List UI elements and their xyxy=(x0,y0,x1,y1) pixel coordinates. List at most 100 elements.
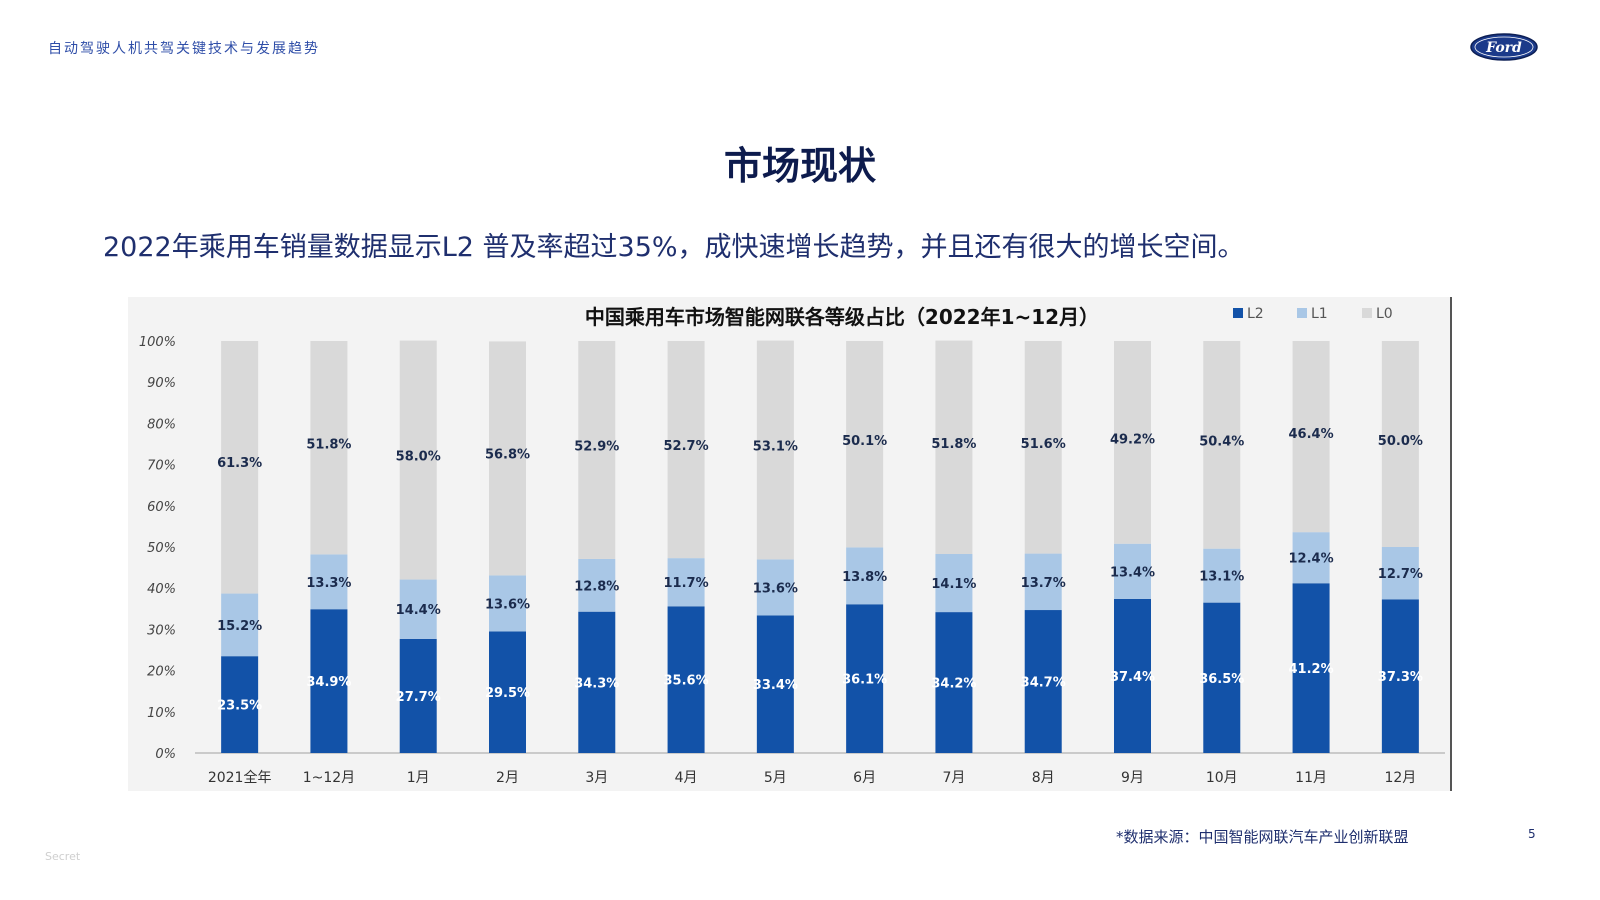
legend-swatch-l1 xyxy=(1297,308,1307,318)
bar-l0 xyxy=(489,341,526,576)
data-label-l0: 53.1% xyxy=(753,440,798,455)
data-label-l1: 14.4% xyxy=(396,603,441,618)
bar-l1 xyxy=(1292,532,1330,584)
data-label-l2: 34.7% xyxy=(1021,676,1066,691)
data-label-l2: 27.7% xyxy=(396,690,441,705)
data-label-l1: 13.4% xyxy=(1110,565,1155,580)
bar-l0 xyxy=(578,341,616,559)
y-tick-label: 10% xyxy=(147,706,176,721)
bar-l2 xyxy=(935,612,973,753)
data-label-l0: 51.8% xyxy=(306,437,351,452)
bar-l2 xyxy=(578,611,616,753)
bar-l0 xyxy=(756,340,794,560)
y-tick-label: 20% xyxy=(147,665,176,680)
bar-l0 xyxy=(221,341,259,594)
bar-l0 xyxy=(667,341,705,559)
data-label-l0: 50.1% xyxy=(842,434,887,449)
x-category-label: 6月 xyxy=(853,770,876,786)
y-tick-label: 80% xyxy=(147,417,176,432)
bar-l0 xyxy=(935,340,973,555)
data-label-l2: 37.3% xyxy=(1378,670,1423,685)
legend-label-l2: L2 xyxy=(1247,306,1264,322)
data-source-note: *数据来源：中国智能网联汽车产业创新联盟 xyxy=(1116,828,1409,846)
bar-l2 xyxy=(1292,583,1330,753)
bar-l2 xyxy=(489,631,526,753)
bar-l1 xyxy=(756,559,794,616)
x-category-label: 8月 xyxy=(1032,770,1055,786)
bar-l1 xyxy=(846,547,884,605)
bar-l2 xyxy=(221,656,259,753)
data-label-l2: 36.5% xyxy=(1199,672,1244,687)
bar-l1 xyxy=(1024,553,1062,611)
legend-swatch-l0 xyxy=(1362,308,1372,318)
data-label-l2: 23.5% xyxy=(217,699,262,714)
data-label-l1: 13.8% xyxy=(842,570,887,585)
x-category-label: 1月 xyxy=(407,770,430,786)
data-label-l2: 33.4% xyxy=(753,678,798,693)
bar-l1 xyxy=(578,558,616,612)
svg-text:Ford: Ford xyxy=(1485,40,1522,56)
data-label-l0: 50.4% xyxy=(1199,435,1244,450)
bar-l2 xyxy=(667,606,705,753)
y-tick-label: 0% xyxy=(155,747,176,762)
x-category-label: 7月 xyxy=(942,770,965,786)
header-subtitle: 自动驾驶人机共驾关键技术与发展趋势 xyxy=(48,41,320,57)
summary-text: 2022年乘用车销量数据显示L2 普及率超过35%，成快速增长趋势，并且还有很大… xyxy=(103,232,1245,263)
y-tick-label: 60% xyxy=(147,500,176,515)
bar-l0 xyxy=(846,341,884,548)
bar-l0 xyxy=(1114,341,1151,544)
x-category-label: 2021全年 xyxy=(208,769,272,786)
bar-l1 xyxy=(310,554,348,610)
y-tick-label: 40% xyxy=(147,582,176,597)
bar-l0 xyxy=(1203,341,1241,549)
x-category-label: 12月 xyxy=(1384,770,1416,786)
data-label-l2: 36.1% xyxy=(842,673,887,688)
y-tick-label: 90% xyxy=(147,376,176,391)
data-label-l2: 34.9% xyxy=(306,675,351,690)
y-tick-label: 100% xyxy=(139,335,176,350)
y-tick-label: 50% xyxy=(147,541,176,556)
x-category-label: 1~12月 xyxy=(303,770,355,786)
x-category-label: 4月 xyxy=(675,770,698,786)
bar-l2 xyxy=(1381,599,1419,753)
bar-l1 xyxy=(935,554,973,613)
bar-l0 xyxy=(399,340,437,580)
data-label-l0: 50.0% xyxy=(1378,434,1423,449)
data-label-l2: 37.4% xyxy=(1110,670,1155,685)
bar-l0 xyxy=(1381,341,1419,547)
chart-title: 中国乘用车市场智能网联各等级占比（2022年1~12月） xyxy=(585,305,1099,329)
data-label-l2: 41.2% xyxy=(1289,662,1334,677)
x-category-label: 2月 xyxy=(496,770,519,786)
data-label-l0: 52.7% xyxy=(664,439,709,454)
data-label-l1: 13.3% xyxy=(306,576,351,591)
bar-l1 xyxy=(221,593,259,657)
data-label-l1: 13.6% xyxy=(753,581,798,596)
bar-l1 xyxy=(667,558,705,607)
bar-l2 xyxy=(1024,610,1062,753)
bar-l2 xyxy=(399,638,437,753)
data-label-l0: 56.8% xyxy=(485,448,530,463)
data-label-l0: 46.4% xyxy=(1289,427,1334,442)
data-label-l0: 51.8% xyxy=(931,437,976,452)
data-label-l1: 12.8% xyxy=(574,579,619,594)
bar-l2 xyxy=(846,604,884,753)
bar-l2 xyxy=(1203,602,1241,753)
bar-l0 xyxy=(1292,341,1330,533)
bar-l2 xyxy=(1114,598,1151,753)
data-label-l2: 34.2% xyxy=(931,677,976,692)
data-label-l1: 11.7% xyxy=(664,576,709,591)
x-category-label: 11月 xyxy=(1295,770,1327,786)
data-label-l1: 15.2% xyxy=(217,619,262,634)
data-label-l1: 13.6% xyxy=(485,597,530,612)
data-label-l1: 13.7% xyxy=(1021,576,1066,591)
x-category-label: 5月 xyxy=(764,770,787,786)
page-number: 5 xyxy=(1528,827,1536,841)
data-label-l1: 13.1% xyxy=(1199,570,1244,585)
y-tick-label: 70% xyxy=(147,459,176,474)
x-category-label: 3月 xyxy=(585,770,608,786)
data-label-l2: 34.3% xyxy=(574,676,619,691)
legend-label-l1: L1 xyxy=(1311,306,1328,322)
data-label-l0: 49.2% xyxy=(1110,432,1155,447)
bar-l2 xyxy=(756,615,794,753)
